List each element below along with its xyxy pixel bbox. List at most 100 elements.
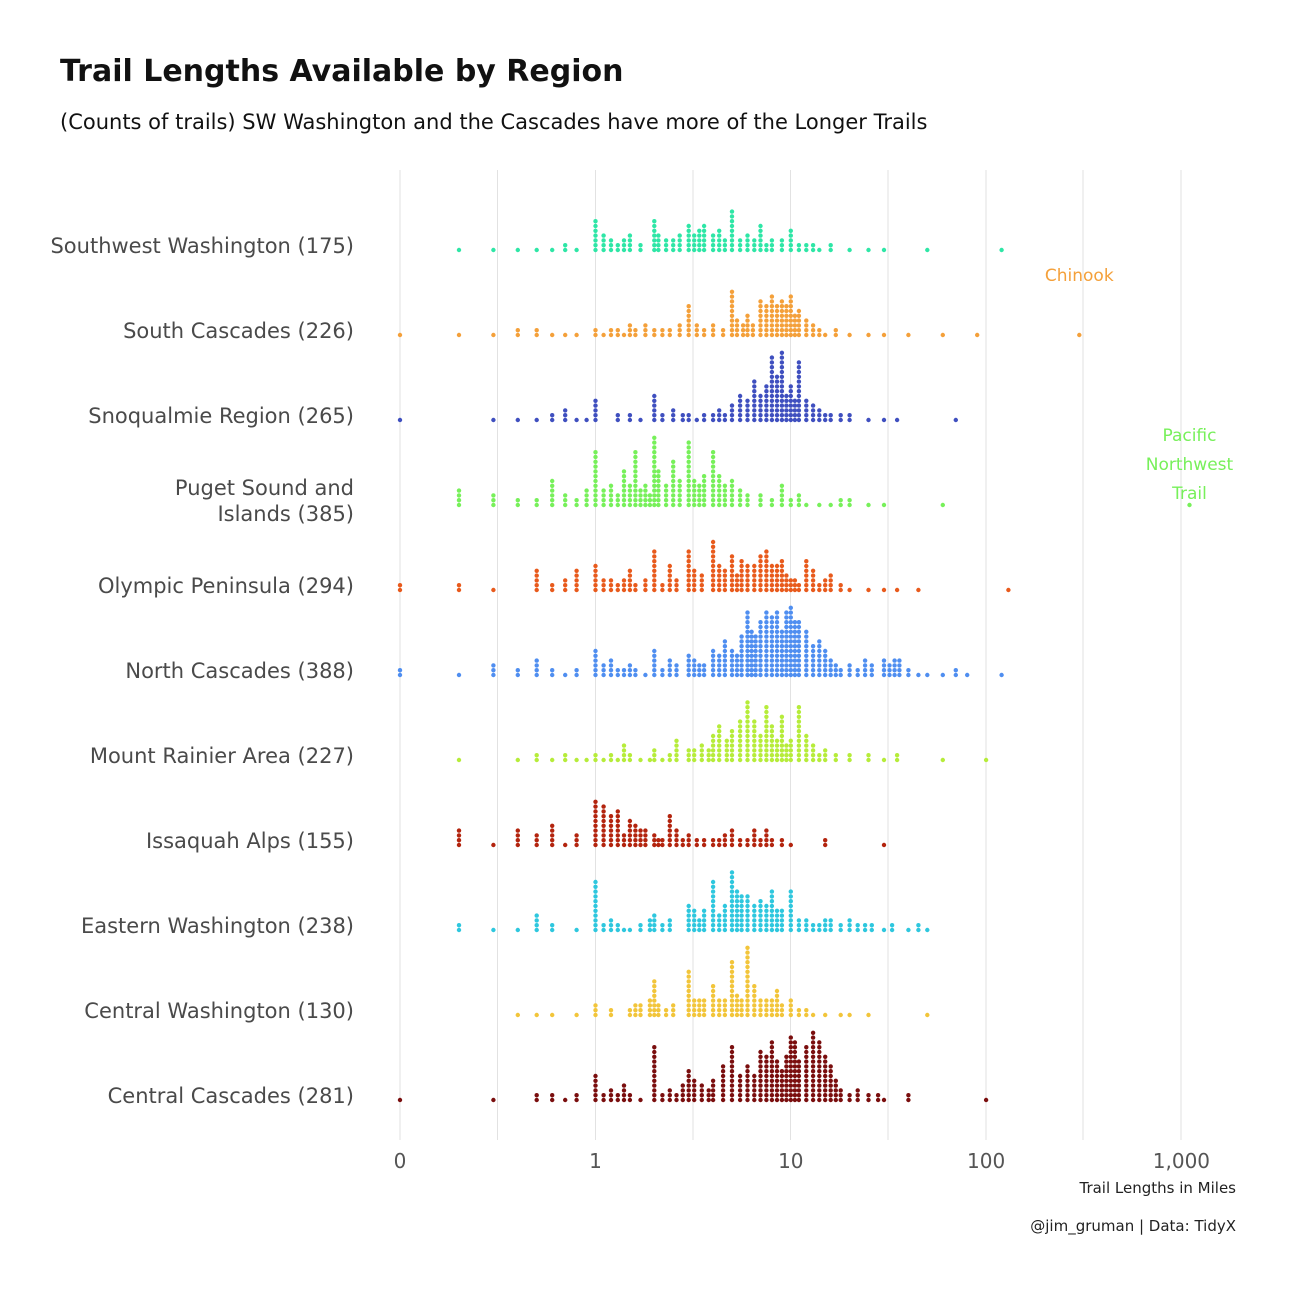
dot bbox=[652, 1049, 657, 1055]
dot bbox=[729, 559, 735, 564]
dot bbox=[601, 923, 606, 928]
dot bbox=[729, 842, 735, 848]
dot bbox=[674, 587, 679, 593]
dot bbox=[788, 1040, 793, 1045]
dot bbox=[769, 379, 775, 384]
dot bbox=[965, 672, 970, 678]
dot bbox=[779, 393, 785, 399]
dot bbox=[817, 1078, 822, 1084]
dot bbox=[788, 393, 793, 399]
dot bbox=[729, 209, 735, 214]
dot bbox=[745, 658, 750, 663]
dot bbox=[652, 413, 657, 418]
dot bbox=[563, 587, 568, 593]
dot bbox=[788, 398, 793, 403]
dot bbox=[656, 838, 661, 843]
dot bbox=[916, 587, 921, 593]
dot bbox=[633, 478, 638, 484]
dot bbox=[749, 639, 754, 644]
dot bbox=[652, 668, 657, 673]
dot bbox=[817, 668, 822, 673]
dot bbox=[593, 247, 598, 253]
dot bbox=[792, 672, 798, 678]
dot bbox=[764, 304, 769, 309]
dot bbox=[491, 417, 496, 423]
dot bbox=[706, 748, 711, 753]
dot bbox=[838, 583, 843, 588]
dot bbox=[796, 634, 802, 639]
dot bbox=[828, 1083, 833, 1088]
dot bbox=[833, 328, 838, 333]
dot bbox=[774, 748, 780, 753]
dot bbox=[745, 838, 750, 843]
dot bbox=[804, 644, 809, 649]
dot bbox=[823, 663, 828, 668]
dot bbox=[796, 403, 802, 408]
dot bbox=[758, 323, 763, 328]
dot bbox=[823, 578, 828, 583]
dot bbox=[745, 1097, 750, 1103]
dot bbox=[722, 663, 728, 668]
dot bbox=[621, 757, 627, 763]
dot bbox=[667, 757, 672, 763]
dot bbox=[692, 998, 697, 1003]
dot bbox=[601, 668, 606, 673]
dot bbox=[788, 1073, 793, 1079]
dot bbox=[656, 1008, 661, 1013]
dot bbox=[729, 753, 735, 758]
dot bbox=[515, 417, 520, 423]
dot bbox=[663, 498, 669, 503]
x-tick-label: 0 bbox=[394, 1149, 407, 1173]
dot bbox=[677, 502, 682, 508]
dot bbox=[758, 413, 763, 418]
dot bbox=[752, 918, 757, 923]
dot bbox=[752, 393, 757, 399]
dot bbox=[862, 668, 868, 673]
dot bbox=[784, 408, 789, 413]
dot bbox=[699, 578, 704, 583]
dot bbox=[953, 672, 958, 678]
dot bbox=[710, 908, 716, 913]
dot bbox=[788, 294, 793, 299]
dot bbox=[615, 672, 620, 678]
dot bbox=[764, 639, 769, 644]
dot bbox=[788, 403, 793, 408]
dot bbox=[667, 927, 672, 933]
dot bbox=[823, 1097, 828, 1103]
dot bbox=[722, 498, 728, 503]
dot bbox=[717, 738, 722, 743]
dot bbox=[828, 573, 833, 578]
y-axis-label: Central Washington (130) bbox=[84, 999, 354, 1023]
dot bbox=[758, 644, 763, 649]
dot bbox=[758, 398, 763, 403]
dot bbox=[881, 332, 887, 338]
dot bbox=[758, 672, 763, 678]
dot bbox=[699, 757, 704, 763]
dot bbox=[737, 757, 743, 763]
dot bbox=[615, 833, 620, 838]
dot bbox=[563, 1097, 568, 1103]
dot bbox=[615, 814, 620, 819]
dot bbox=[796, 493, 802, 498]
dot bbox=[745, 668, 750, 673]
dot bbox=[722, 488, 728, 493]
dot bbox=[710, 238, 716, 243]
dot bbox=[769, 1073, 775, 1079]
dot bbox=[627, 1008, 633, 1013]
dot bbox=[608, 498, 614, 503]
dot bbox=[593, 417, 598, 423]
dot bbox=[722, 903, 728, 909]
dot bbox=[671, 1008, 676, 1013]
dot bbox=[647, 1008, 653, 1013]
dot bbox=[729, 554, 735, 559]
dot bbox=[663, 1012, 669, 1018]
dot bbox=[652, 663, 657, 668]
dot bbox=[643, 502, 648, 508]
dot bbox=[745, 610, 750, 615]
dot bbox=[729, 743, 735, 748]
dot bbox=[810, 573, 816, 578]
dot bbox=[593, 1078, 598, 1084]
dot bbox=[745, 238, 750, 243]
dot bbox=[796, 719, 802, 724]
dot bbox=[788, 639, 793, 644]
